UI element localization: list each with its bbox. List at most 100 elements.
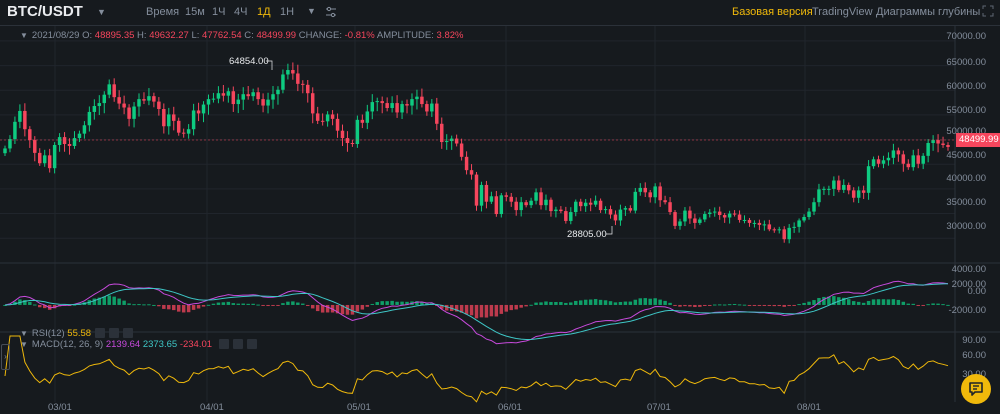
macd-histogram-bar: [52, 304, 57, 309]
timeframe-time[interactable]: Время: [146, 6, 180, 18]
rsi-close-icon[interactable]: [123, 328, 134, 339]
view-depth-chart[interactable]: Диаграммы глубины: [876, 6, 981, 18]
timeframe-4h[interactable]: 4Ч: [234, 6, 248, 18]
macd-histogram-bar: [583, 299, 588, 305]
rsi-hide-icon[interactable]: [109, 328, 120, 339]
macd-histogram-bar: [668, 302, 672, 305]
rsi-axis-label: 60.00: [962, 350, 986, 361]
candle-body: [708, 212, 712, 215]
candle-body: [454, 138, 459, 144]
timeframe-1w[interactable]: 1Н: [280, 6, 295, 18]
candle-body: [196, 110, 201, 114]
candle-body: [355, 119, 360, 145]
ohlc-legend: ▼ 2021/08/29 O: 48895.35 H: 49632.27 L: 4…: [20, 30, 464, 41]
price-axis-label: 30000.00: [946, 221, 986, 232]
macd-histogram-bar: [842, 297, 846, 305]
rsi-collapse-icon[interactable]: ▼: [20, 329, 28, 338]
candle-body: [921, 155, 925, 164]
macd-close-icon[interactable]: [246, 339, 257, 350]
candle-body: [77, 133, 82, 139]
candle-body: [8, 139, 12, 149]
candle-body: [291, 70, 295, 74]
candle-body: [345, 138, 350, 144]
candle-body: [688, 210, 692, 219]
candle-body: [896, 150, 901, 155]
fullscreen-icon[interactable]: [982, 5, 994, 17]
macd-histogram-bar: [628, 301, 633, 305]
macd-histogram-bar: [211, 303, 216, 305]
rsi-settings-icon[interactable]: [95, 328, 106, 339]
timeframe-1h[interactable]: 1Ч: [212, 6, 226, 18]
candle-body: [598, 200, 603, 211]
macd-histogram-bar: [102, 296, 107, 305]
candle-body: [72, 138, 77, 146]
macd-histogram-bar: [519, 304, 523, 308]
macd-histogram-bar: [390, 300, 394, 305]
macd-histogram-bar: [911, 303, 915, 305]
view-basic[interactable]: Базовая версия: [732, 6, 813, 18]
candle-body: [296, 73, 300, 84]
candle-body: [802, 216, 806, 221]
candle-body: [529, 200, 533, 206]
macd-histogram-bar: [896, 299, 901, 305]
timeframe-more-dropdown-icon[interactable]: ▼: [307, 6, 316, 16]
candle-body: [906, 163, 911, 168]
candle-body: [142, 99, 146, 101]
candle-body: [946, 144, 950, 147]
candle-body: [509, 196, 513, 202]
macd-hide-icon[interactable]: [232, 339, 243, 350]
macd-histogram-bar: [152, 304, 156, 306]
candle-body: [623, 208, 628, 210]
candle-body: [588, 202, 593, 205]
candle-body: [757, 222, 762, 225]
macd-histogram-bar: [564, 302, 568, 305]
macd-histogram-bar: [673, 304, 677, 306]
candle-body: [186, 129, 191, 134]
macd-histogram-bar: [286, 301, 290, 305]
candle-body: [678, 221, 682, 226]
candle-body: [871, 159, 876, 167]
macd-histogram-bar: [464, 304, 469, 315]
kline-chart[interactable]: [0, 26, 1000, 414]
legend-collapse-icon[interactable]: ▼: [20, 31, 28, 40]
timeframe-1d[interactable]: 1Д: [257, 6, 271, 18]
chat-support-button[interactable]: [961, 374, 991, 404]
macd-histogram-bar: [137, 304, 141, 306]
candle-body: [693, 218, 697, 223]
candle-body: [97, 103, 102, 107]
candle-body: [410, 99, 414, 106]
macd-settings-icon[interactable]: [218, 339, 229, 350]
macd-histogram-bar: [578, 300, 583, 305]
indicator-settings-icon[interactable]: [325, 6, 337, 18]
candle-body: [335, 118, 340, 131]
view-tradingview[interactable]: TradingView: [812, 6, 873, 18]
macd-histogram-bar: [157, 304, 161, 307]
macd-histogram-bar: [643, 298, 647, 305]
macd-histogram-bar: [698, 304, 702, 307]
macd-histogram-bar: [688, 304, 692, 307]
macd-histogram-bar: [355, 304, 360, 312]
candle-body: [797, 220, 801, 227]
macd-histogram-bar: [296, 302, 300, 305]
candle-body: [172, 114, 176, 121]
macd-collapse-icon[interactable]: ▼: [20, 340, 28, 349]
candle-body: [395, 103, 399, 113]
macd-histogram-bar: [767, 304, 772, 306]
macd-histogram-bar: [186, 304, 191, 313]
macd-histogram-bar: [127, 303, 131, 305]
candle-body: [837, 180, 841, 190]
side-panel-toggle-icon[interactable]: ›: [1, 344, 10, 370]
candle-body: [499, 195, 504, 215]
candle-body: [643, 187, 647, 193]
symbol-title[interactable]: BTC/USDT: [7, 3, 83, 20]
symbol-dropdown-icon[interactable]: ▼: [97, 7, 106, 17]
candle-body: [519, 202, 523, 211]
timeframe-15m[interactable]: 15м: [185, 6, 205, 18]
peak-high-label: 64854.00: [229, 56, 269, 67]
price-axis-label: 35000.00: [946, 197, 986, 208]
macd-histogram-bar: [524, 304, 528, 307]
candle-body: [941, 143, 945, 145]
macd-histogram-bar: [315, 304, 320, 312]
candle-body: [717, 211, 722, 216]
macd-histogram-bar: [454, 304, 459, 312]
